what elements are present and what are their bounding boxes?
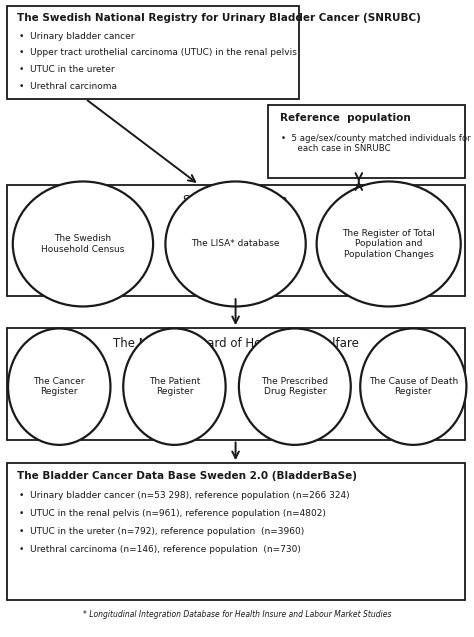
Text: The Register of Total
Population and
Population Changes: The Register of Total Population and Pop… [342, 229, 435, 259]
Text: * Longitudinal Integration Database for Health Insure and Labour Market Studies: * Longitudinal Integration Database for … [83, 610, 391, 619]
Text: The Cause of Death
Register: The Cause of Death Register [369, 377, 458, 396]
Text: •  UTUC in the ureter: • UTUC in the ureter [19, 65, 115, 74]
Text: Reference  population: Reference population [280, 113, 410, 123]
Text: •  5 age/sex/county matched individuals for
      each case in SNRUBC: • 5 age/sex/county matched individuals f… [281, 134, 471, 153]
FancyBboxPatch shape [7, 328, 465, 440]
Text: The Bladder Cancer Data Base Sweden 2.0 (BladderBaSe): The Bladder Cancer Data Base Sweden 2.0 … [17, 471, 356, 481]
Ellipse shape [360, 329, 466, 445]
Ellipse shape [317, 182, 461, 306]
Text: The LISA* database: The LISA* database [191, 240, 280, 248]
Ellipse shape [13, 182, 153, 306]
Text: The National Board of Health and Welfare: The National Board of Health and Welfare [113, 337, 358, 350]
Text: •  UTUC in the ureter (n=792), reference population  (n=3960): • UTUC in the ureter (n=792), reference … [19, 527, 304, 536]
Text: Statistics Sweden: Statistics Sweden [183, 194, 288, 206]
Text: •  Urethral carcinoma: • Urethral carcinoma [19, 82, 117, 90]
Ellipse shape [165, 182, 306, 306]
Ellipse shape [123, 329, 226, 445]
Text: •  Urethral carcinoma (n=146), reference population  (n=730): • Urethral carcinoma (n=146), reference … [19, 545, 301, 554]
Text: •  Urinary bladder cancer: • Urinary bladder cancer [19, 32, 135, 41]
FancyBboxPatch shape [7, 6, 299, 99]
Text: The Swedish National Registry for Urinary Bladder Cancer (SNRUBC): The Swedish National Registry for Urinar… [17, 13, 420, 23]
Ellipse shape [8, 329, 110, 445]
Text: •  UTUC in the renal pelvis (n=961), reference population (n=4802): • UTUC in the renal pelvis (n=961), refe… [19, 509, 326, 518]
Text: The Swedish
Household Census: The Swedish Household Census [41, 234, 125, 254]
Ellipse shape [239, 329, 351, 445]
FancyBboxPatch shape [268, 105, 465, 178]
Text: The Patient
Register: The Patient Register [149, 377, 200, 396]
FancyBboxPatch shape [7, 463, 465, 600]
Text: •  Upper tract urothelial carcinoma (UTUC) in the renal pelvis: • Upper tract urothelial carcinoma (UTUC… [19, 48, 297, 57]
Text: The Prescribed
Drug Register: The Prescribed Drug Register [261, 377, 328, 396]
FancyBboxPatch shape [7, 185, 465, 296]
Text: The Cancer
Register: The Cancer Register [34, 377, 85, 396]
Text: •  Urinary bladder cancer (n=53 298), reference population (n=266 324): • Urinary bladder cancer (n=53 298), ref… [19, 491, 350, 500]
